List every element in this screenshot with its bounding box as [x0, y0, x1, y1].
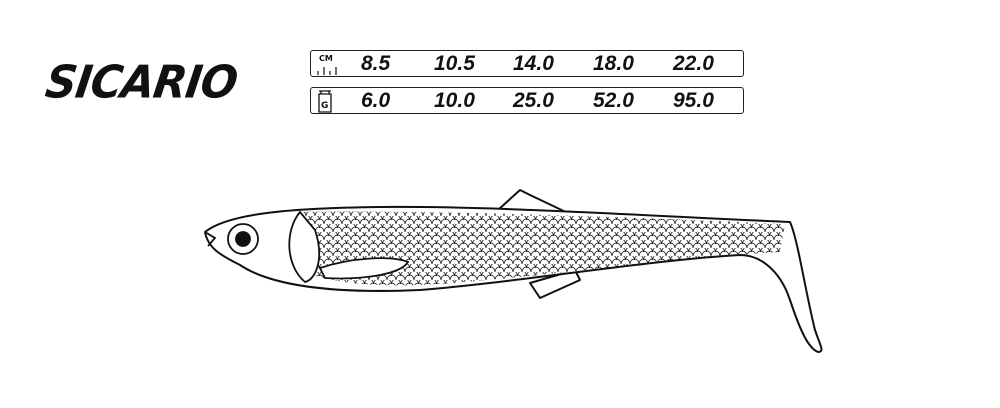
- length-value: 10.5: [434, 52, 475, 75]
- weight-spec-row: G 6.0 10.0 25.0 52.0 95.0: [310, 87, 744, 114]
- pectoral-fin: [318, 257, 410, 280]
- length-value: 18.0: [593, 52, 634, 75]
- weight-value: 10.0: [434, 89, 475, 112]
- gill-cover: [288, 210, 320, 283]
- ruler-icon: CM: [317, 54, 337, 75]
- length-value: 8.5: [361, 52, 391, 75]
- weight-value: 52.0: [593, 89, 634, 112]
- weight-value: 25.0: [513, 89, 554, 112]
- weight-value: 6.0: [361, 89, 391, 112]
- weight-icon: G: [318, 90, 332, 113]
- svg-text:CM: CM: [319, 54, 333, 63]
- length-value: 14.0: [513, 52, 554, 75]
- svg-text:G: G: [321, 101, 328, 111]
- length-value: 22.0: [673, 52, 714, 75]
- weight-value: 95.0: [673, 89, 714, 112]
- length-spec-row: CM 8.5 10.5 14.0 18.0 22.0: [310, 50, 744, 77]
